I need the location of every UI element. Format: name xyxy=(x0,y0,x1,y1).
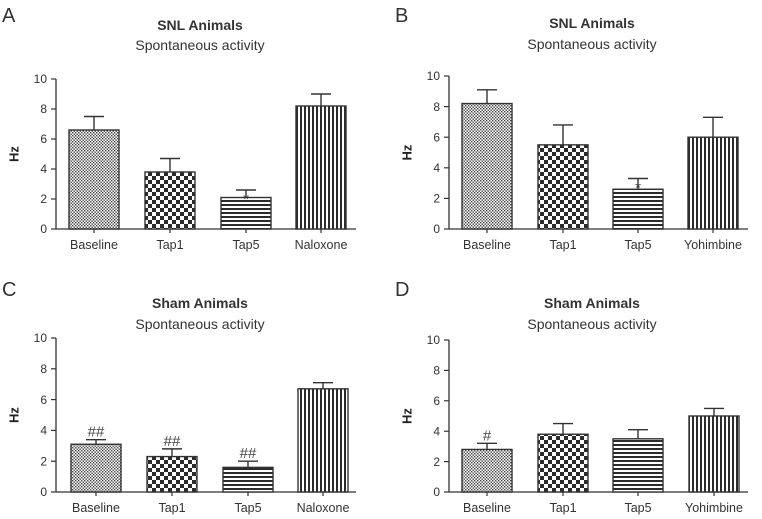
chart-title: Sham Animals xyxy=(152,295,248,311)
bar-baseline xyxy=(70,443,122,493)
y-tick-label: 6 xyxy=(40,393,47,407)
bar-yohimbine xyxy=(687,136,739,230)
significance-marker: ## xyxy=(88,424,105,441)
y-tick-label: 10 xyxy=(34,331,48,345)
y-tick-label: 2 xyxy=(433,455,440,469)
y-axis-label: Hz xyxy=(400,408,415,424)
y-tick-label: 4 xyxy=(433,424,440,438)
bar-baseline xyxy=(68,129,120,230)
y-tick-label: 0 xyxy=(40,485,47,499)
category-label: Yohimbine xyxy=(685,501,743,515)
chart-subtitle: Spontaneous activity xyxy=(135,316,264,332)
chart-panel-b: B SNL Animals Spontaneous activity Hz 0 2 4 6 8 1… xyxy=(395,5,748,252)
category-label: Yohimbine xyxy=(684,238,742,252)
bar-tap5 xyxy=(612,438,664,493)
significance-marker: # xyxy=(483,427,492,444)
significance-marker: ## xyxy=(164,433,181,450)
chart-title: SNL Animals xyxy=(157,17,243,33)
category-label: Baseline xyxy=(72,501,120,515)
significance-marker: * xyxy=(635,180,641,197)
y-tick-label: 8 xyxy=(40,362,47,376)
y-tick-label: 10 xyxy=(427,333,441,347)
chart-panel-c: C Sham Animals Spontaneous activity Hz 0 2 4 6 8… xyxy=(2,279,356,515)
category-label: Tap5 xyxy=(624,501,651,515)
y-tick-label: 2 xyxy=(40,454,47,468)
bar-tap1 xyxy=(146,455,198,493)
category-label: Tap1 xyxy=(549,238,576,252)
y-axis-label: Hz xyxy=(7,407,22,423)
panel-letter: D xyxy=(395,279,409,301)
y-axis-label: Hz xyxy=(400,144,415,160)
significance-marker: * xyxy=(243,191,249,208)
chart-subtitle: Spontaneous activity xyxy=(527,316,656,332)
y-tick-label: 0 xyxy=(433,222,440,236)
y-tick-label: 2 xyxy=(40,192,47,206)
bar-tap1 xyxy=(144,171,196,230)
y-tick-label: 0 xyxy=(433,485,440,499)
y-tick-label: 6 xyxy=(433,394,440,408)
chart-subtitle: Spontaneous activity xyxy=(135,37,264,53)
bar-baseline xyxy=(461,448,513,493)
bar-naloxone xyxy=(297,388,349,493)
y-tick-label: 4 xyxy=(40,424,47,438)
y-tick-label: 2 xyxy=(433,192,440,206)
y-tick-label: 4 xyxy=(40,162,47,176)
category-label: Tap1 xyxy=(156,238,183,252)
y-tick-label: 10 xyxy=(427,69,441,83)
significance-marker: ## xyxy=(240,445,257,462)
y-tick-label: 8 xyxy=(40,102,47,116)
bar-tap1 xyxy=(537,144,589,230)
category-label: Baseline xyxy=(463,501,511,515)
chart-panel-d: D Sham Animals Spontaneous activity Hz 0 2 4 6 8… xyxy=(395,279,748,515)
chart-title: SNL Animals xyxy=(549,15,635,31)
category-label: Tap5 xyxy=(624,238,651,252)
category-label: Tap5 xyxy=(234,501,261,515)
chart-subtitle: Spontaneous activity xyxy=(527,36,656,52)
y-tick-label: 0 xyxy=(40,222,47,236)
panel-letter: B xyxy=(395,5,408,27)
y-tick-label: 4 xyxy=(433,161,440,175)
y-tick-label: 8 xyxy=(433,100,440,114)
category-label: Baseline xyxy=(70,238,118,252)
panel-letter: A xyxy=(2,5,16,27)
bar-yohimbine xyxy=(688,415,740,493)
category-label: Tap5 xyxy=(232,238,259,252)
category-label: Tap1 xyxy=(158,501,185,515)
y-axis-label: Hz xyxy=(7,146,22,162)
bar-baseline xyxy=(461,102,513,230)
y-tick-label: 6 xyxy=(40,132,47,146)
category-label: Baseline xyxy=(463,238,511,252)
bar-tap5 xyxy=(222,466,274,493)
y-tick-label: 10 xyxy=(34,72,48,86)
y-tick-label: 6 xyxy=(433,130,440,144)
bar-naloxone xyxy=(295,105,347,230)
chart-panel-a: A SNL Animals Spontaneous activity Hz 0 2 4 6 8 1… xyxy=(2,5,356,252)
category-label: Naloxone xyxy=(297,501,350,515)
category-label: Naloxone xyxy=(295,238,348,252)
panel-letter: C xyxy=(2,279,16,301)
bar-tap1 xyxy=(537,433,589,493)
chart-title: Sham Animals xyxy=(544,295,640,311)
category-label: Tap1 xyxy=(549,501,576,515)
y-tick-label: 8 xyxy=(433,364,440,378)
